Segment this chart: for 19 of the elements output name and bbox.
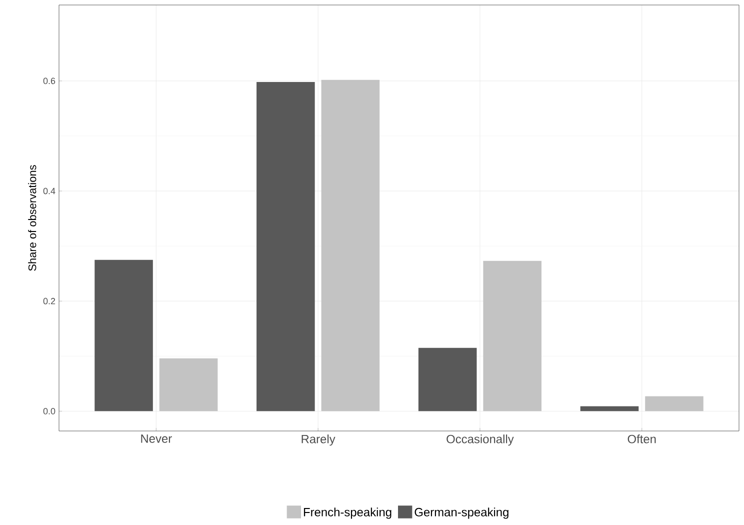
bar	[94, 260, 153, 412]
x-tick-label: Occasionally	[446, 434, 514, 446]
y-axis-title: Share of observations	[28, 165, 36, 271]
bar	[645, 396, 704, 412]
bar	[321, 80, 380, 412]
legend-label: German-speaking	[414, 508, 508, 519]
x-tick-label: Rarely	[302, 434, 336, 446]
bar	[580, 406, 639, 412]
x-tick-label: Often	[628, 434, 656, 444]
bar	[256, 82, 315, 412]
legend-label: French-speaking	[304, 508, 392, 519]
bar	[418, 348, 477, 412]
y-tick-label: 0.2	[43, 298, 56, 304]
x-tick-label: Never	[141, 434, 172, 443]
y-tick-label: 0.4	[43, 188, 56, 194]
y-tick-label: 0.6	[43, 78, 56, 84]
bar	[159, 358, 218, 412]
y-tick-label: 0.0	[43, 408, 56, 414]
bar	[483, 260, 542, 412]
